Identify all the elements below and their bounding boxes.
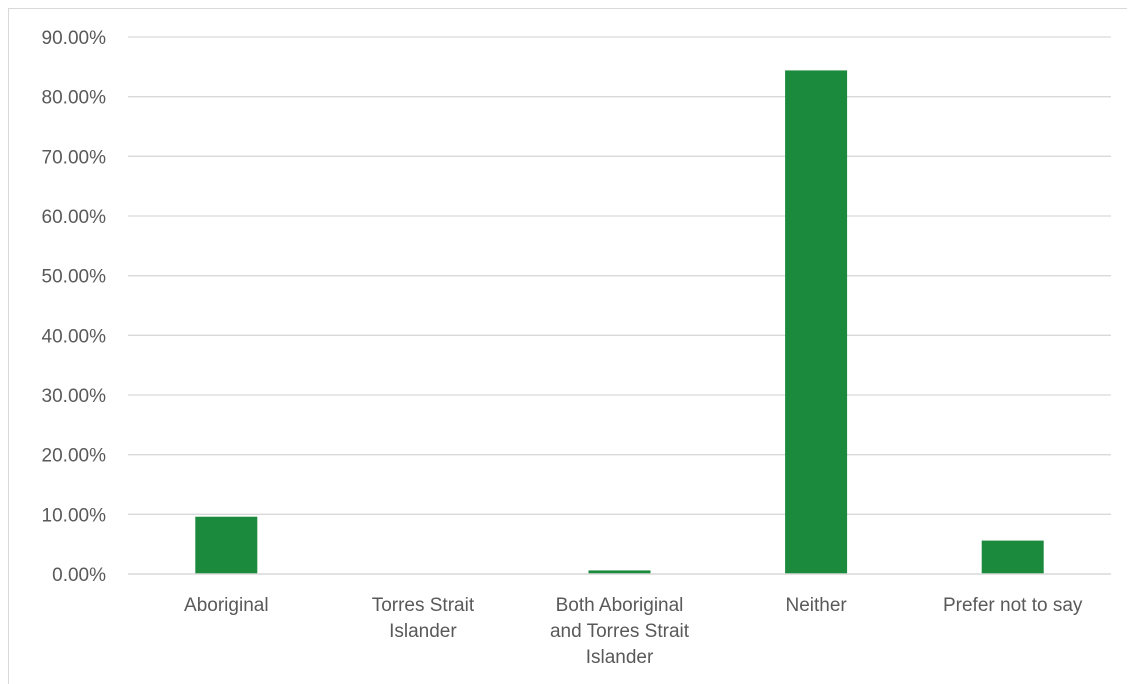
bar	[785, 70, 848, 574]
y-tick-label: 60.00%	[42, 207, 107, 228]
x-category-label: Islander	[389, 621, 457, 642]
y-tick-label: 90.00%	[42, 28, 107, 49]
y-tick-label: 80.00%	[42, 88, 107, 109]
x-category-label: Neither	[785, 595, 847, 616]
bar	[981, 540, 1044, 574]
y-tick-label: 50.00%	[42, 267, 107, 288]
y-tick-label: 0.00%	[52, 565, 106, 586]
y-tick-label: 30.00%	[42, 386, 107, 407]
x-category-label: and Torres Strait	[550, 621, 690, 642]
bar	[195, 516, 258, 574]
x-category-label: Aboriginal	[184, 595, 269, 616]
y-tick-label: 10.00%	[42, 505, 107, 526]
y-tick-label: 40.00%	[42, 326, 107, 347]
bars	[195, 70, 1044, 574]
y-tick-label: 70.00%	[42, 147, 107, 168]
x-axis-category-labels: Aboriginal Torres Strait Islander Both Abor…	[184, 595, 1083, 668]
y-axis-tick-labels: 0.00% 10.00% 20.00% 30.00% 40.00% 50.00% 60.00…	[42, 28, 107, 586]
chart-frame	[8, 8, 1127, 684]
x-category-label: Islander	[586, 647, 654, 668]
x-category-label: Both Aboriginal	[556, 595, 684, 616]
gridlines	[128, 36, 1111, 515]
bar	[588, 570, 651, 574]
x-category-label: Torres Strait	[372, 595, 475, 616]
x-category-label: Prefer not to say	[943, 595, 1083, 616]
y-tick-label: 20.00%	[42, 446, 107, 467]
